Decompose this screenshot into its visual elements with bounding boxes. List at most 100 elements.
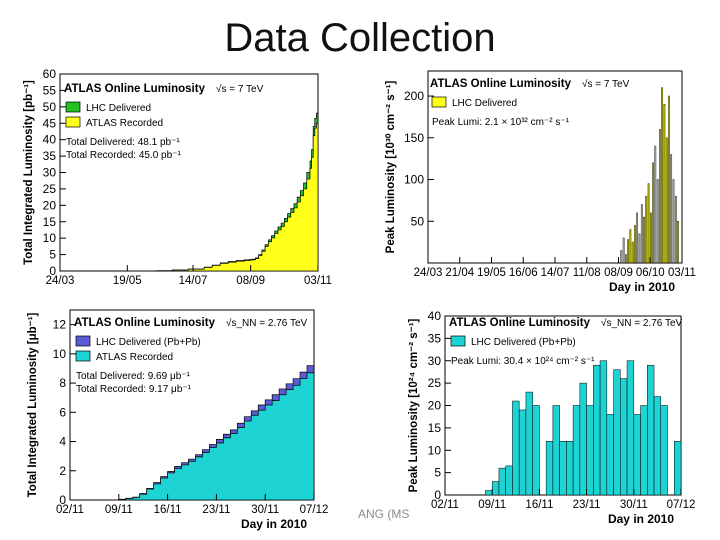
chart-pp-peak: 50 100 150 200 24/03 21/04 19/05 16/06 14/07 11/0… [382,67,700,302]
legend-swatch [75,350,91,362]
data-bar [512,400,520,496]
x-tick-label: 14/07 [541,267,570,279]
data-bar [498,467,506,496]
data-bar [677,221,679,264]
y-tick-label: 10 [43,231,57,245]
x-tick-label: 16/06 [509,267,538,279]
y-tick-label: 4 [59,435,66,449]
y-axis-label: Peak Luminosity [10²⁴ cm⁻² s⁻¹] [408,318,420,492]
data-bar [505,465,513,496]
y-tick-label: 6 [59,405,66,419]
legend-note: Peak Lumi: 30.4 × 10²⁴ cm⁻² s⁻¹ [451,356,595,367]
data-bar [650,212,652,264]
data-bar [672,179,675,264]
data-bar [552,405,560,496]
y-tick-label: 55 [43,83,57,97]
y-tick-label: 10 [428,443,442,457]
data-bar [665,137,668,264]
y-tick-label: 10 [53,347,67,361]
data-bar [491,481,500,496]
y-tick-label: 30 [43,166,57,180]
data-bar [640,204,643,264]
y-tick-label: 5 [49,248,56,262]
y-tick-label: 60 [43,67,57,81]
legend-title: ATLAS Online Luminosity [430,78,572,90]
x-tick-label: 24/03 [414,267,443,279]
legend-energy: √s_NN = 2.76 TeV [226,317,308,329]
x-tick-label: 03/11 [304,275,332,287]
x-tick-label: 16/11 [154,504,182,516]
y-tick-label: 5 [434,466,441,480]
x-axis-label: Day in 2010 [241,517,307,531]
data-bar [633,414,641,496]
data-bar [660,405,668,496]
data-bar [652,162,654,264]
data-bar [640,405,648,496]
data-bar [647,183,650,264]
x-tick-label: 07/12 [300,504,329,516]
x-tick-label: 07/12 [667,499,696,511]
y-tick-label: 8 [59,376,66,390]
legend-title: ATLAS Online Luminosity [74,317,216,329]
x-tick-label: 30/11 [620,499,648,511]
data-bar [566,441,574,496]
legend-entry: LHC Delivered (Pb+Pb) [471,337,576,348]
chart-pbpb-integrated-svg: 0 2 4 6 8 10 12 02/11 09/11 16/11 23/11 30/11 07/12 T… [27,309,329,531]
y-tick-label: 100 [404,173,424,187]
x-tick-label: 02/11 [431,499,459,511]
y-tick-label: 12 [53,318,67,332]
data-bar [656,179,659,264]
x-tick-label: 23/11 [573,499,601,511]
x-tick-label: 08/09 [236,275,265,287]
y-tick-label: 50 [43,100,57,114]
x-tick-label: 24/03 [46,275,75,287]
data-bar [643,216,645,264]
y-tick-label: 25 [43,182,57,196]
x-tick-label: 06/10 [636,267,665,279]
y-tick-label: 45 [43,116,57,130]
data-bar [645,195,648,264]
data-bar [622,237,625,264]
chart-pbpb-peak-svg: 0 5 10 15 20 25 30 35 40 02/11 09/11 16/11 23/11 30/1… [408,309,696,526]
data-bar [485,490,493,496]
data-bar [620,250,623,264]
legend-swatch [65,116,81,128]
legend-title: ATLAS Online Luminosity [449,317,591,329]
x-tick-label: 03/11 [668,267,696,279]
data-bar [661,87,663,264]
legend-swatch [431,96,447,108]
data-bar [629,229,632,264]
data-bar [626,360,635,496]
legend-entry: ATLAS Recorded [86,118,163,129]
data-bar [579,382,587,496]
data-bar [559,441,567,496]
data-bar [659,129,661,264]
data-bar [518,409,527,496]
series-area-recorded [70,365,315,501]
x-tick-label: 23/11 [202,504,230,516]
chart-pp-integrated-svg: 0 5 10 15 20 25 30 35 40 45 50 55 60 24/03 19/05 14/07 0… [23,67,332,287]
data-bar [532,405,540,496]
x-tick-label: 02/11 [56,504,84,516]
y-tick-label: 35 [428,331,442,345]
x-tick-label: 08/09 [604,267,633,279]
x-axis-label: Day in 2010 [608,512,674,526]
legend-energy: √s_NN = 2.76 TeV [601,317,683,329]
legend-entry: LHC Delivered [86,103,151,114]
y-tick-label: 150 [404,131,424,145]
legend-note: Total Recorded: 9.17 μb⁻¹ [76,384,192,395]
y-axis-label: Total Integrated Luminosity [pb⁻¹] [23,80,35,265]
y-tick-label: 0 [434,488,441,502]
data-bar [593,364,601,496]
y-tick-label: 0 [59,493,66,507]
legend-entry: ATLAS Recorded [96,352,173,363]
x-tick-label: 16/11 [525,499,553,511]
x-tick-label: 11/08 [573,267,601,279]
data-bar [625,254,627,264]
chart-pbpb-integrated: 0 2 4 6 8 10 12 02/11 09/11 16/11 23/11 30/11 07/12 T… [24,300,336,538]
x-tick-label: 21/04 [445,267,474,279]
legend-swatch [65,101,81,113]
slide-title: Data Collection [224,16,496,60]
data-bar [613,369,621,496]
data-bar [638,233,641,264]
